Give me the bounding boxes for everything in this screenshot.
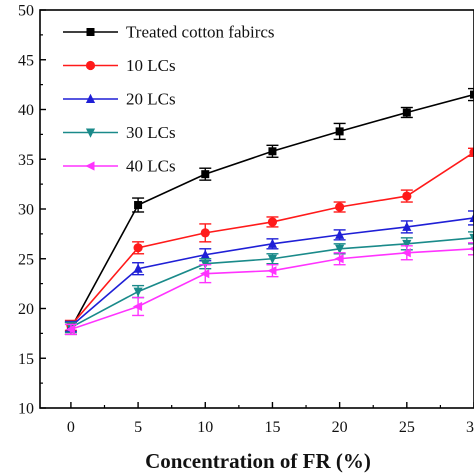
legend-label: 20 LCs xyxy=(126,90,176,109)
data-point xyxy=(267,254,278,264)
y-tick-label: 10 xyxy=(18,401,34,418)
x-tick-label: 15 xyxy=(264,419,280,436)
data-point xyxy=(402,221,412,231)
data-point xyxy=(401,248,411,258)
legend-item-5: 40 LCs xyxy=(63,157,176,176)
data-point xyxy=(200,228,210,238)
x-tick-label: 0 xyxy=(67,419,75,436)
x-tick-label: 20 xyxy=(332,419,348,436)
data-point xyxy=(469,212,474,222)
y-tick-label: 20 xyxy=(18,301,34,318)
legend-label: 10 LCs xyxy=(126,56,176,75)
data-point xyxy=(267,217,278,227)
legend-marker xyxy=(86,28,95,36)
data-point xyxy=(470,90,474,99)
series-5 xyxy=(64,242,474,336)
legend-marker xyxy=(85,161,95,171)
legend-item-2: 10 LCs xyxy=(63,56,176,75)
data-point xyxy=(469,233,474,244)
data-point xyxy=(402,108,411,117)
y-tick-label: 50 xyxy=(18,3,34,20)
data-point xyxy=(65,324,75,334)
data-point xyxy=(200,269,210,279)
data-point xyxy=(133,263,143,273)
y-tick-label: 15 xyxy=(18,351,34,368)
x-tick-label: 10 xyxy=(197,419,213,436)
legend-item-3: 20 LCs xyxy=(63,90,176,109)
data-point xyxy=(334,254,344,264)
data-point xyxy=(468,246,474,252)
ticks-layer: 10 15 20 25 30 35 40 45 50 0 5 10 15 20 25 30 xyxy=(18,3,474,436)
data-point xyxy=(133,287,143,297)
data-point xyxy=(133,243,143,253)
legend: Treated cotton fabircs 10 LCs 20 LCs 30 LCs… xyxy=(63,23,275,176)
data-point xyxy=(335,244,345,254)
legend-item-4: 30 LCs xyxy=(63,123,176,142)
data-point xyxy=(267,238,278,248)
data-point xyxy=(267,266,277,276)
legend-marker xyxy=(85,128,96,138)
y-tick-label: 40 xyxy=(18,102,34,119)
y-tick-label: 35 xyxy=(18,152,34,169)
series-line xyxy=(70,237,474,329)
y-tick-label: 30 xyxy=(18,202,34,219)
data-point xyxy=(335,229,345,239)
x-tick-label: 30 xyxy=(466,419,474,436)
data-point xyxy=(268,147,277,156)
plot-frame xyxy=(39,9,474,409)
series-2 xyxy=(64,147,474,332)
x-axis-title: Concentration of FR (%) xyxy=(145,449,371,473)
legend-marker xyxy=(85,93,96,103)
series-layer xyxy=(64,87,474,336)
data-point xyxy=(335,127,344,136)
series-1 xyxy=(64,87,474,336)
legend-item-1: Treated cotton fabircs xyxy=(63,23,275,42)
y-tick-label: 45 xyxy=(18,52,34,69)
data-point xyxy=(402,239,412,250)
data-point xyxy=(402,191,412,201)
data-point xyxy=(200,249,210,259)
data-point xyxy=(132,301,143,312)
series-4 xyxy=(64,231,474,334)
data-point xyxy=(201,170,210,179)
x-tick-label: 5 xyxy=(134,419,142,436)
legend-label: 40 LCs xyxy=(126,157,176,176)
legend-label: Treated cotton fabircs xyxy=(126,23,275,42)
legend-marker xyxy=(85,60,96,71)
data-point xyxy=(469,147,474,157)
data-point xyxy=(134,201,143,210)
data-point xyxy=(335,202,345,212)
legend-label: 30 LCs xyxy=(126,123,176,142)
y-tick-label: 25 xyxy=(18,251,34,268)
x-tick-label: 25 xyxy=(399,419,415,436)
